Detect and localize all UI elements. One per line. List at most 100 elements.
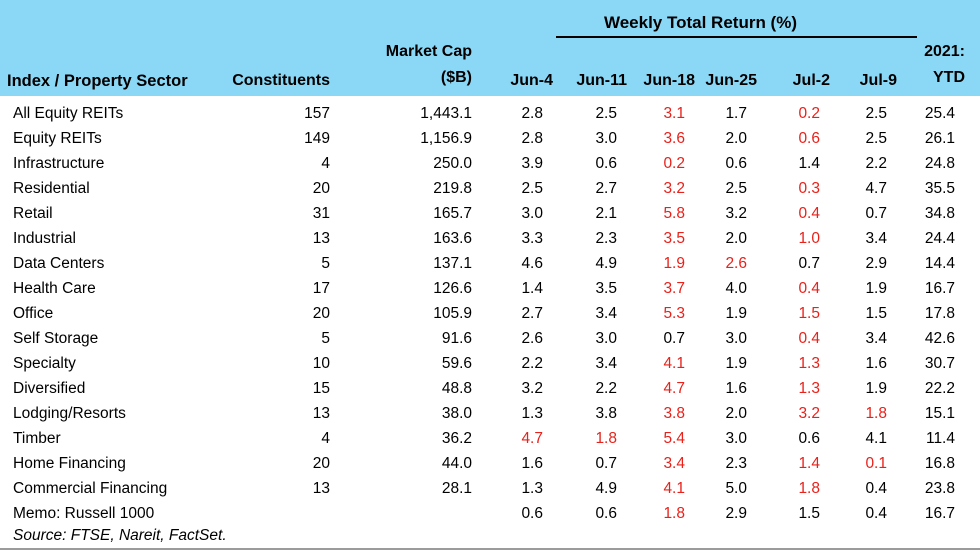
weekly-return-cell: 3.0 [725, 330, 747, 347]
market-cap-cell: 137.1 [433, 255, 472, 272]
weekly-return-cell: 2.2 [521, 355, 543, 372]
sector-cell: All Equity REITs [13, 105, 124, 122]
ytd-cell: 42.6 [924, 330, 955, 347]
weekly-return-cell: 1.9 [865, 380, 887, 397]
constituents-cell: 20 [312, 305, 330, 322]
weekly-return-cell: 4.9 [595, 255, 617, 272]
weekly-return-cell: 1.4 [798, 155, 820, 172]
column-header-constituents: Constituents [232, 72, 330, 89]
weekly-return-cell: 0.1 [865, 455, 887, 472]
weekly-return-cell: 2.7 [595, 180, 617, 197]
constituents-cell: 17 [312, 280, 330, 297]
table-row: Industrial 13 163.6 3.3 2.3 3.5 2.0 1.0 … [0, 226, 980, 251]
weekly-return-cell: 1.5 [865, 305, 887, 322]
weekly-return-cell: 3.4 [663, 455, 685, 472]
weekly-return-cell: 0.4 [865, 480, 887, 497]
sector-cell: Memo: Russell 1000 [13, 505, 155, 522]
table-row: Data Centers 5 137.1 4.6 4.9 1.9 2.6 0.7… [0, 251, 980, 276]
weekly-return-cell: 0.6 [595, 155, 617, 172]
weekly-return-cell: 1.6 [521, 455, 543, 472]
weekly-return-cell: 3.0 [595, 330, 617, 347]
weekly-return-cell: 3.6 [663, 130, 685, 147]
weekly-return-cell: 2.5 [521, 180, 543, 197]
sector-cell: Data Centers [13, 255, 105, 272]
weekly-return-cell: 3.2 [725, 205, 747, 222]
weekly-return-cell: 2.7 [521, 305, 543, 322]
column-header-market-cap-line2: ($B) [440, 69, 472, 86]
market-cap-cell: 105.9 [433, 305, 472, 322]
weekly-return-cell: 5.8 [663, 205, 685, 222]
weekly-return-cell: 3.4 [595, 305, 617, 322]
constituents-cell: 157 [304, 105, 330, 122]
ytd-cell: 16.7 [924, 280, 955, 297]
weekly-return-cell: 1.9 [663, 255, 685, 272]
column-header-ytd: 2021: YTD [897, 39, 965, 96]
table-row: Diversified 15 48.8 3.2 2.2 4.7 1.6 1.3 … [0, 376, 980, 401]
ytd-cell: 15.1 [924, 405, 955, 422]
source-note: Source: FTSE, Nareit, FactSet. [13, 527, 227, 544]
column-header-sector: Index / Property Sector [7, 72, 188, 90]
market-cap-cell: 126.6 [433, 280, 472, 297]
ytd-cell: 16.8 [924, 455, 955, 472]
weekly-return-cell: 2.6 [725, 255, 747, 272]
weekly-return-cell: 1.3 [521, 480, 543, 497]
weekly-return-cell: 4.7 [865, 180, 887, 197]
weekly-return-cell: 3.7 [663, 280, 685, 297]
weekly-return-cell: 0.7 [798, 255, 820, 272]
weekly-return-cell: 3.5 [595, 280, 617, 297]
weekly-return-cell: 2.1 [595, 205, 617, 222]
weekly-return-cell: 1.3 [521, 405, 543, 422]
weekly-return-cell: 2.5 [725, 180, 747, 197]
weekly-return-cell: 1.0 [798, 230, 820, 247]
sector-cell: Office [13, 305, 54, 322]
weekly-return-cell: 2.3 [725, 455, 747, 472]
sector-cell: Self Storage [13, 330, 99, 347]
ytd-cell: 26.1 [924, 130, 955, 147]
table-body: All Equity REITs 157 1,443.1 2.8 2.5 3.1… [0, 96, 980, 526]
table-row: Residential 20 219.8 2.5 2.7 3.2 2.5 0.3… [0, 176, 980, 201]
constituents-cell: 5 [321, 330, 330, 347]
weekly-return-cell: 4.1 [865, 430, 887, 447]
table-row: Home Financing 20 44.0 1.6 0.7 3.4 2.3 1… [0, 451, 980, 476]
column-header-ytd-line1: 2021: [924, 43, 965, 60]
market-cap-cell: 1,156.9 [420, 130, 472, 147]
weekly-return-cell: 1.8 [865, 405, 887, 422]
weekly-return-cell: 2.5 [865, 105, 887, 122]
weekly-return-cell: 0.7 [865, 205, 887, 222]
weekly-return-cell: 3.8 [663, 405, 685, 422]
table-row: Commercial Financing 13 28.1 1.3 4.9 4.1… [0, 476, 980, 501]
weekly-return-cell: 4.6 [521, 255, 543, 272]
weekly-return-cell: 0.6 [798, 130, 820, 147]
weekly-return-cell: 0.7 [595, 455, 617, 472]
market-cap-cell: 38.0 [441, 405, 472, 422]
sector-cell: Residential [13, 180, 90, 197]
table-row: Infrastructure 4 250.0 3.9 0.6 0.2 0.6 1… [0, 151, 980, 176]
column-header-market-cap-line1: Market Cap [385, 43, 472, 60]
weekly-return-cell: 4.9 [595, 480, 617, 497]
constituents-cell: 10 [312, 355, 330, 372]
weekly-return-cell: 2.0 [725, 405, 747, 422]
weekly-return-cell: 3.2 [663, 180, 685, 197]
constituents-cell: 15 [312, 380, 330, 397]
weekly-return-cell: 1.4 [798, 455, 820, 472]
table-row: Health Care 17 126.6 1.4 3.5 3.7 4.0 0.4… [0, 276, 980, 301]
ytd-cell: 25.4 [924, 105, 955, 122]
weekly-return-cell: 3.2 [798, 405, 820, 422]
weekly-return-cell: 3.4 [865, 330, 887, 347]
ytd-cell: 14.4 [924, 255, 955, 272]
weekly-return-cell: 1.8 [798, 480, 820, 497]
sector-cell: Lodging/Resorts [13, 405, 126, 422]
weekly-return-cell: 4.7 [521, 430, 543, 447]
ytd-cell: 34.8 [924, 205, 955, 222]
column-header-ytd-line2: YTD [933, 69, 965, 86]
weekly-return-cell: 0.4 [798, 280, 820, 297]
weekly-return-cell: 3.9 [521, 155, 543, 172]
weekly-return-cell: 3.0 [595, 130, 617, 147]
weekly-return-cell: 0.6 [798, 430, 820, 447]
market-cap-cell [340, 501, 482, 526]
weekly-return-cell: 0.4 [865, 505, 887, 522]
ytd-cell: 24.4 [924, 230, 955, 247]
market-cap-cell: 44.0 [441, 455, 472, 472]
sector-cell: Infrastructure [13, 155, 105, 172]
